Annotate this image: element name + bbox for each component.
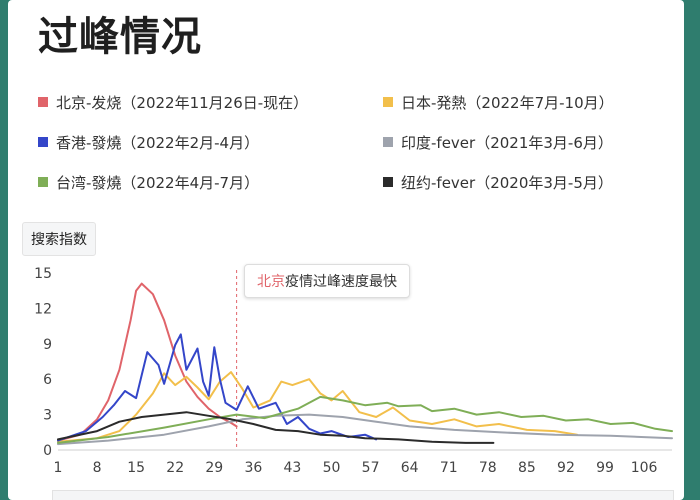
series-line <box>57 395 673 444</box>
x-tick-label: 43 <box>284 460 302 476</box>
chart-card: 过峰情况 北京-发烧（2022年11月26日-现在） 日本-発熱（2022年7月… <box>8 0 684 500</box>
annotation-callout: 北京疫情过峰速度最快 <box>244 264 410 298</box>
x-tick-label: 50 <box>323 460 341 476</box>
x-tick-label: 106 <box>631 460 658 476</box>
x-tick-label: 99 <box>596 460 614 476</box>
x-tick-label: 15 <box>127 460 145 476</box>
x-tick-label: 1 <box>54 460 63 476</box>
legend-item[interactable]: 印度-fever（2021年3月-6月） <box>383 132 613 153</box>
x-tick-label: 29 <box>205 460 223 476</box>
x-tick-label: 8 <box>93 460 102 476</box>
legend-label: 纽约-fever（2020年3月-5月） <box>401 174 613 192</box>
y-tick-label: 3 <box>43 408 52 424</box>
y-tick-label: 0 <box>43 443 52 459</box>
legend-swatch <box>383 136 393 147</box>
legend-item[interactable]: 台湾-發燒（2022年4月-7月） <box>38 172 259 193</box>
x-tick-label: 22 <box>166 460 184 476</box>
zoom-slider[interactable] <box>52 490 674 500</box>
series-line <box>57 411 495 444</box>
legend-label: 日本-発熱（2022年7月-10月） <box>401 94 614 112</box>
series-line <box>57 333 378 442</box>
x-tick-label: 85 <box>518 460 536 476</box>
legend-swatch <box>383 176 393 187</box>
x-tick-label: 78 <box>479 460 497 476</box>
legend-item[interactable]: 香港-發燒（2022年2月-4月） <box>38 132 259 153</box>
legend-item[interactable]: 纽约-fever（2020年3月-5月） <box>383 172 613 193</box>
legend-swatch <box>38 96 48 107</box>
legend-swatch <box>383 96 393 107</box>
y-tick-label: 15 <box>34 266 52 282</box>
x-tick-label: 71 <box>440 460 458 476</box>
legend-label: 香港-發燒（2022年2月-4月） <box>56 134 260 152</box>
page-title: 过峰情况 <box>38 14 202 60</box>
y-tick-label: 12 <box>34 301 52 317</box>
legend-item[interactable]: 北京-发烧（2022年11月26日-现在） <box>38 92 308 113</box>
legend-swatch <box>38 136 48 147</box>
y-tick-label: 6 <box>43 372 52 388</box>
annotation-text: 疫情过峰速度最快 <box>285 274 397 290</box>
legend-label: 台湾-發燒（2022年4月-7月） <box>56 174 260 192</box>
x-tick-label: 57 <box>362 460 380 476</box>
y-tick-label: 9 <box>43 337 52 353</box>
series-line <box>57 413 673 446</box>
x-tick-label: 64 <box>401 460 419 476</box>
series-line <box>57 282 238 442</box>
x-tick-label: 36 <box>244 460 262 476</box>
legend-label: 印度-fever（2021年3月-6月） <box>401 134 613 152</box>
legend-label: 北京-发烧（2022年11月26日-现在） <box>56 94 309 112</box>
legend-swatch <box>38 176 48 187</box>
legend-item[interactable]: 日本-発熱（2022年7月-10月） <box>383 92 614 113</box>
y-axis-label: 搜索指数 <box>22 222 96 256</box>
x-tick-label: 92 <box>557 460 575 476</box>
annotation-highlight: 北京 <box>257 274 285 290</box>
